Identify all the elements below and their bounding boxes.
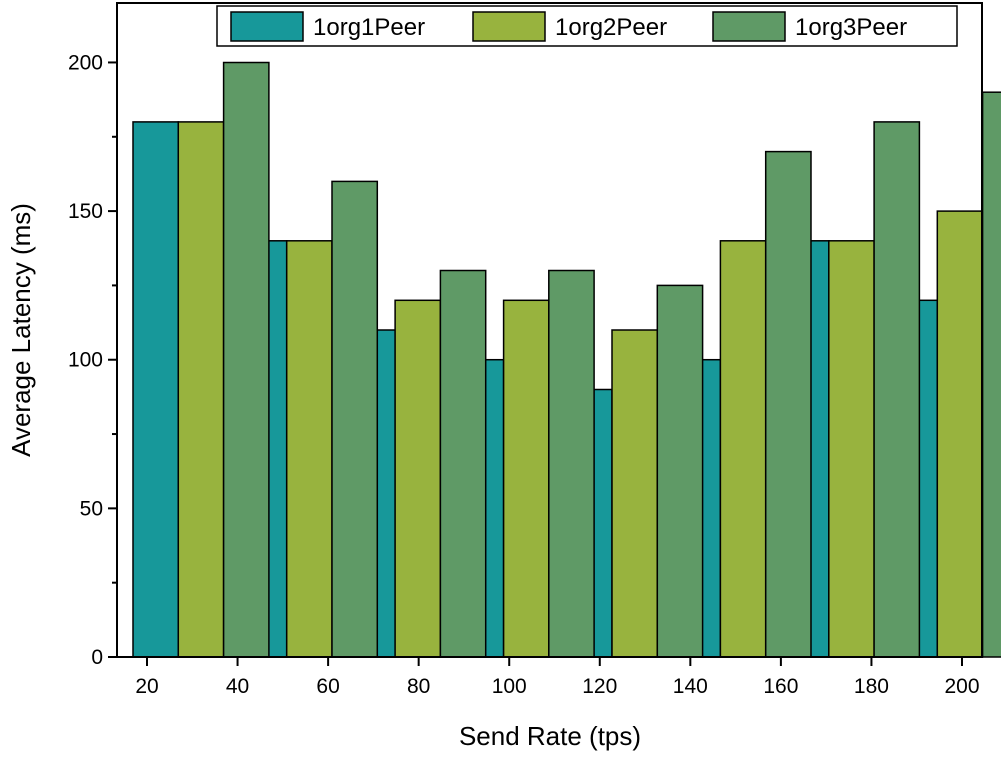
- bar-1org3Peer-3: [548, 269, 595, 658]
- y-tick-label: 50: [80, 497, 103, 520]
- x-tick-label: 80: [407, 675, 430, 698]
- x-tick-label: 20: [135, 675, 158, 698]
- bar-1org2Peer-6: [828, 240, 875, 658]
- y-tick-label: 150: [68, 200, 103, 223]
- x-axis: 20 40 60 80 100 120 140 160 180 200: [135, 657, 980, 698]
- bar-1org3Peer-4: [656, 284, 704, 658]
- bar-1org1Peer-0: [132, 121, 180, 658]
- plot-frame: [116, 2, 983, 658]
- bar-1org2Peer-5: [719, 240, 767, 658]
- x-tick-label: 140: [673, 675, 708, 698]
- legend-swatch-1org1Peer: [230, 11, 304, 42]
- bar-1org2Peer-7: [936, 210, 984, 658]
- bar-1org2Peer-2: [394, 299, 442, 658]
- bar-1org3Peer-0: [222, 61, 270, 658]
- bar-1org3Peer-7: [981, 91, 1001, 658]
- bar-1org3Peer-2: [439, 269, 487, 658]
- x-tick-label: 160: [763, 675, 798, 698]
- legend-label-1org3Peer: 1org3Peer: [795, 14, 907, 41]
- bar-1org3Peer-5: [764, 150, 812, 658]
- y-axis-title: Average Latency (ms): [6, 203, 36, 457]
- bar-1org3Peer-1: [331, 180, 379, 658]
- x-tick-label: 180: [854, 675, 889, 698]
- x-tick-label: 40: [226, 675, 249, 698]
- x-tick-label: 200: [944, 675, 979, 698]
- legend-box: [216, 5, 958, 47]
- legend: 1org1Peer 1org2Peer 1org3Peer: [216, 5, 958, 47]
- legend-label-1org1Peer: 1org1Peer: [313, 14, 425, 41]
- x-axis-title: Send Rate (tps): [459, 721, 641, 751]
- bar-1org3Peer-6: [873, 121, 921, 658]
- y-tick-label: 100: [68, 349, 103, 372]
- bar-1org2Peer-1: [285, 240, 333, 658]
- x-tick-label: 100: [492, 675, 527, 698]
- axes-layer: [116, 2, 983, 658]
- legend-label-1org2Peer: 1org2Peer: [555, 14, 667, 41]
- x-tick-label: 60: [316, 675, 339, 698]
- bar-1org2Peer-3: [502, 299, 550, 658]
- y-tick-label: 0: [91, 646, 103, 669]
- y-tick-label: 200: [68, 51, 103, 74]
- bars-layer: [132, 61, 1001, 658]
- x-tick-label: 120: [582, 675, 617, 698]
- legend-swatch-1org2Peer: [472, 11, 546, 42]
- bar-1org2Peer-0: [177, 121, 225, 658]
- bar-1org2Peer-4: [611, 329, 659, 658]
- legend-swatch-1org3Peer: [712, 11, 786, 42]
- y-axis: 0 50 100 150 200: [68, 51, 117, 669]
